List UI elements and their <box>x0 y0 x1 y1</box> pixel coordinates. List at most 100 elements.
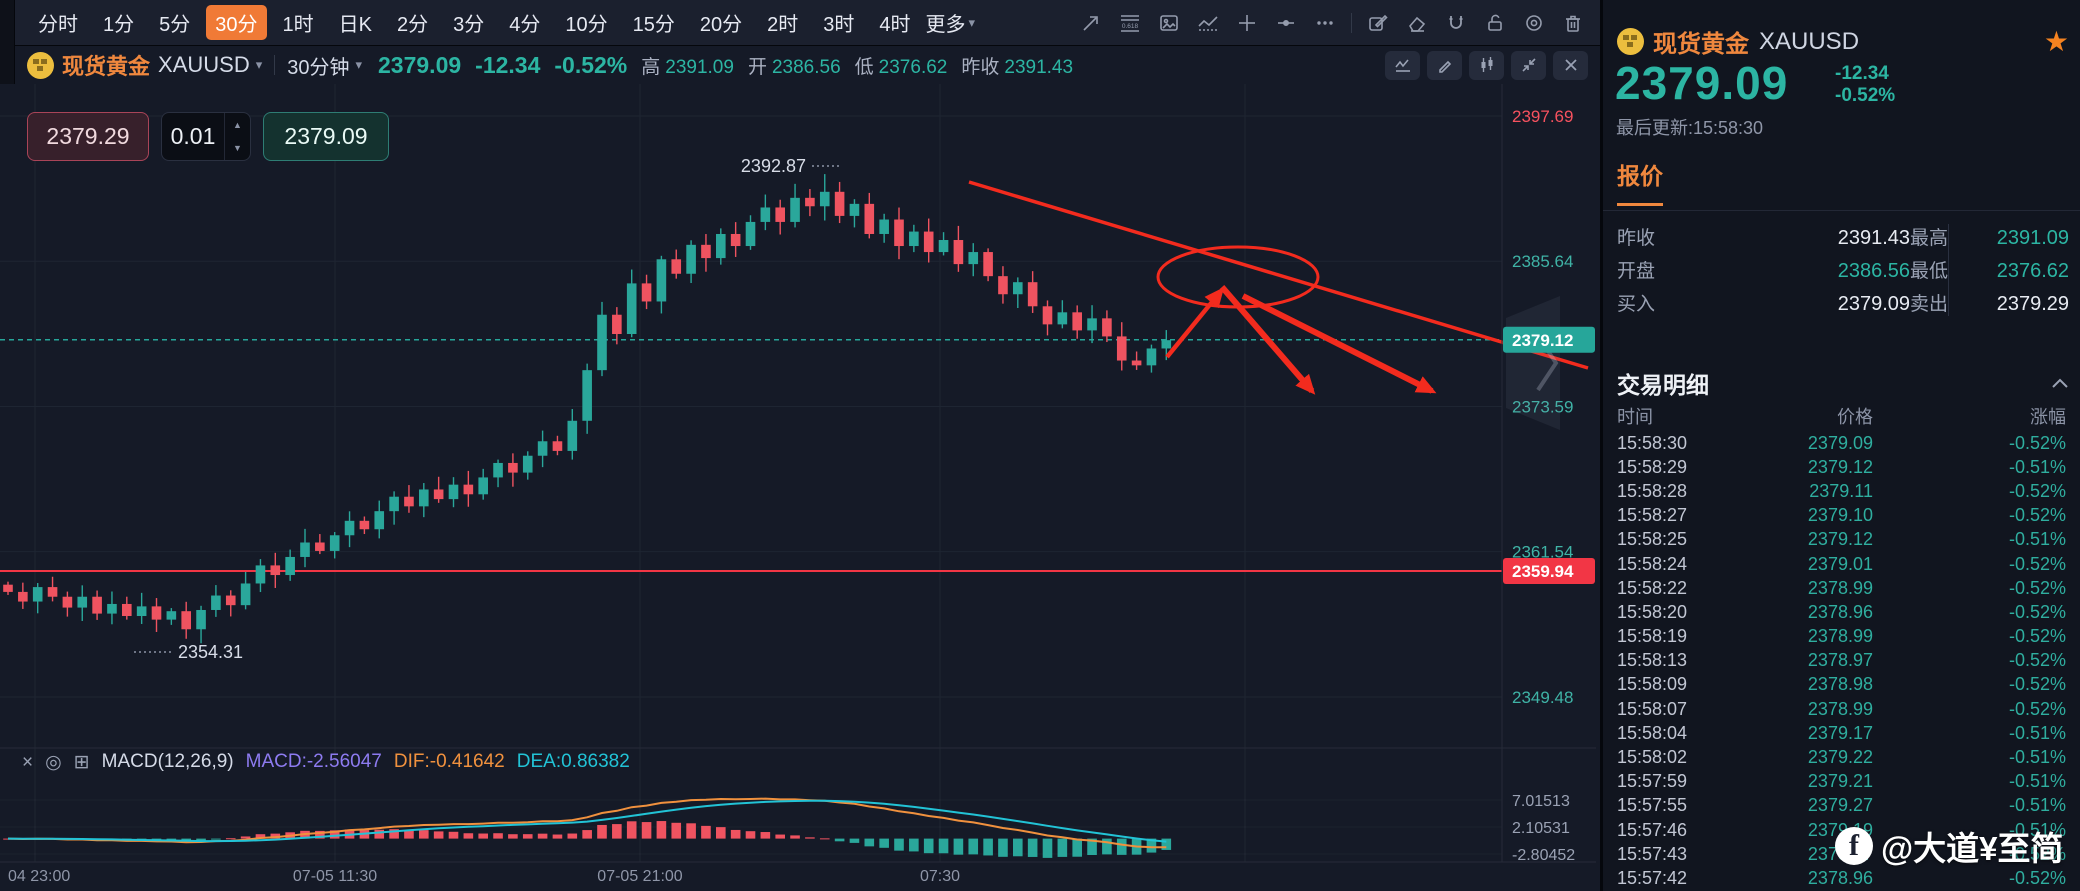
favorite-star-icon[interactable]: ★ <box>2043 26 2069 57</box>
chart-header: 现货黄金 XAUUSD ▾ 30分钟 ▾ 2379.09 -12.34 -0.5… <box>15 46 1600 84</box>
quote-stat-昨收: 昨收 2391.43 <box>1617 223 1910 250</box>
quantity-stepper[interactable]: 0.01 ▲ ▼ <box>161 112 251 161</box>
trade-change: -0.52% <box>2008 601 2066 622</box>
arrow-drawing <box>1219 285 1316 395</box>
facebook-icon: f <box>1835 827 1873 865</box>
top-toolbar: 分时 1分 5分 30分 1时 日K 2分 3分 4分 10分 15分 20分 2时 3时 4时 更多 ▾ … <box>15 0 1600 46</box>
trades-list: 15:58:30 2379.09 -0.52% 15:58:29 2379.12 -0.5… <box>1617 431 2066 891</box>
fibonacci-icon[interactable]: 0.618 <box>1117 10 1143 36</box>
edit-drawing-icon[interactable] <box>1365 10 1391 36</box>
trade-price: 2379.17 <box>1807 722 1873 743</box>
time-axis-tick: 04 23:00 <box>8 868 70 885</box>
timeframe-button-1分[interactable]: 1分 <box>103 14 135 36</box>
image-icon[interactable] <box>1156 10 1182 36</box>
compare-candles-icon[interactable] <box>1469 50 1504 80</box>
chevron-up-icon[interactable] <box>2051 378 2069 389</box>
collapse-panel-icon[interactable] <box>1511 50 1546 80</box>
indicator-settings-icon[interactable]: ◎ <box>45 751 62 773</box>
trade-price: 2378.99 <box>1807 698 1873 719</box>
price-change-pct: -0.52% <box>554 51 628 78</box>
magnet-icon[interactable] <box>1443 10 1469 36</box>
trash-icon[interactable] <box>1560 10 1586 36</box>
trade-change: -0.52% <box>2008 577 2066 598</box>
trade-change: -0.52% <box>2008 650 2066 671</box>
price-axis-tick: 2385.64 <box>1512 252 1573 271</box>
cross-cursor-icon[interactable] <box>1234 10 1260 36</box>
timeframe-button-4时[interactable]: 4时 <box>879 14 911 36</box>
panel-last-price: 2379.09 <box>1615 57 1789 109</box>
timeframe-button-5分[interactable]: 5分 <box>159 14 191 36</box>
trade-price: 2378.97 <box>1807 650 1873 671</box>
close-indicator-icon[interactable]: × <box>22 751 34 773</box>
close-chart-icon[interactable] <box>1553 50 1588 80</box>
timeframe-button-30分[interactable]: 30分 <box>206 5 267 40</box>
buy-button[interactable]: 2379.09 <box>263 112 389 161</box>
quote-stat-最低: 最低 2376.62 <box>1910 256 2069 283</box>
macd-header: × ◎ ⊞ MACD(12,26,9) MACD:-2.56047 DIF:-0… <box>22 751 630 773</box>
trade-row: 15:58:04 2379.17 -0.51% <box>1617 721 2066 745</box>
sell-button[interactable]: 2379.29 <box>27 112 149 161</box>
quantity-value[interactable]: 0.01 <box>170 123 216 149</box>
tab-quote[interactable]: 报价 <box>1617 157 1663 206</box>
chart-style-icon[interactable] <box>1385 50 1420 80</box>
trade-row: 15:57:42 2378.96 -0.52% <box>1617 866 2066 890</box>
last-price: 2379.09 <box>378 51 462 78</box>
col-time: 时间 <box>1617 407 1653 427</box>
trade-change: -0.51% <box>2008 529 2066 550</box>
trend-line-icon[interactable] <box>1078 10 1104 36</box>
trade-change: -0.52% <box>2008 480 2066 501</box>
trade-change: -0.52% <box>2008 867 2066 888</box>
svg-text:2359.94: 2359.94 <box>1512 562 1574 581</box>
timeframe-button-3分[interactable]: 3分 <box>453 14 485 36</box>
timeframe-button-15分[interactable]: 15分 <box>632 14 675 36</box>
quantity-decrease-icon[interactable]: ▼ <box>233 143 242 154</box>
quantity-increase-icon[interactable]: ▲ <box>233 119 242 130</box>
chevron-down-icon[interactable]: ▾ <box>355 57 363 72</box>
trades-column-headers: 时间 价格 涨幅 <box>1617 403 2066 429</box>
chevron-down-icon[interactable]: ▾ <box>255 57 263 72</box>
quote-stat-卖出: 卖出 2379.29 <box>1910 289 2069 316</box>
edit-pencil-icon[interactable] <box>1427 50 1462 80</box>
trade-time: 15:58:20 <box>1617 601 1688 622</box>
chart-header-buttons <box>1385 50 1588 80</box>
eraser-icon[interactable] <box>1404 10 1430 36</box>
timeframe-button-日K[interactable]: 日K <box>338 14 372 36</box>
price-axis-tick: 2349.48 <box>1512 688 1573 707</box>
stat-value: 2379.29 <box>1996 293 2069 315</box>
quote-stats-grid: 昨收 2391.43 最高 2391.09 开盘 2386.56 最低 2376.62 买入 23… <box>1617 220 2069 319</box>
trade-time: 15:58:19 <box>1617 626 1688 647</box>
timeframe-button-2分[interactable]: 2分 <box>396 14 429 36</box>
trade-price: 2379.27 <box>1807 795 1873 816</box>
price-chart[interactable]: 2392.87 2354.31 2397.69 2385.64 2373.59 2361.… <box>0 0 1600 891</box>
trade-time: 15:58:27 <box>1617 505 1688 526</box>
interval-selector[interactable]: 30分钟 <box>287 56 350 79</box>
panel-change: -12.34 -0.52% <box>1835 63 1895 107</box>
more-tools-icon[interactable] <box>1312 10 1338 36</box>
eye-icon[interactable] <box>1521 10 1547 36</box>
trade-price: 2378.99 <box>1807 626 1873 647</box>
timeframe-button-1时[interactable]: 1时 <box>282 14 314 36</box>
stat-value: 2379.09 <box>1837 293 1910 315</box>
trade-price: 2379.12 <box>1807 529 1873 550</box>
polyline-icon[interactable] <box>1195 10 1221 36</box>
stats-divider <box>1948 224 1949 316</box>
symbol-selector[interactable]: XAUUSD <box>158 52 250 77</box>
timeframe-button-4分[interactable]: 4分 <box>509 14 541 36</box>
trade-price: 2379.11 <box>1809 480 1873 501</box>
trade-change: -0.52% <box>2008 674 2066 695</box>
macd-axis-tick: -2.80452 <box>1512 847 1575 864</box>
add-indicator-icon[interactable]: ⊞ <box>73 751 90 773</box>
timeframe-button-10分[interactable]: 10分 <box>565 14 608 36</box>
low-label: 低 <box>854 56 874 78</box>
timeframe-button-3时[interactable]: 3时 <box>823 14 855 36</box>
price-change: -12.34 <box>475 51 541 78</box>
more-timeframes-button[interactable]: 更多 ▾ <box>919 5 981 40</box>
horizontal-line-icon[interactable] <box>1273 10 1299 36</box>
lock-icon[interactable] <box>1482 10 1508 36</box>
dea-value: DEA:0.86382 <box>516 751 630 772</box>
trade-row: 15:58:29 2379.12 -0.51% <box>1617 455 2066 479</box>
timeframe-button-分时[interactable]: 分时 <box>38 14 78 36</box>
timeframe-button-20分[interactable]: 20分 <box>699 14 743 36</box>
timeframe-button-2时[interactable]: 2时 <box>767 14 799 36</box>
